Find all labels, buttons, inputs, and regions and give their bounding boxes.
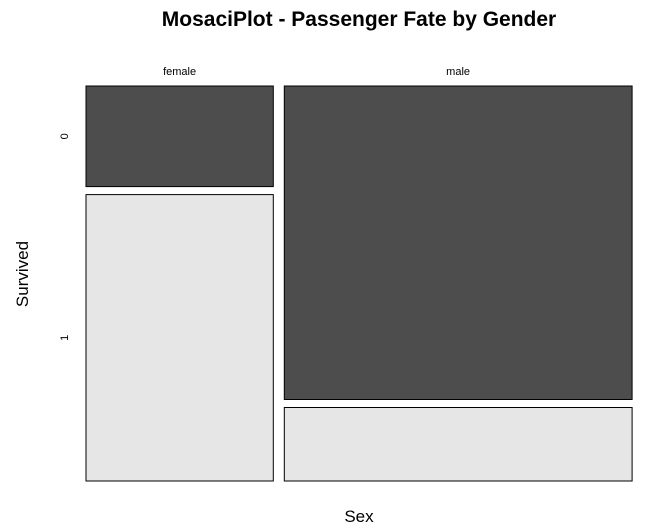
x-tick-labels: female male	[163, 66, 470, 78]
y-tick-label-1: 1	[59, 335, 71, 341]
tile-female-0	[85, 85, 274, 188]
x-tick-label-female: female	[163, 66, 196, 78]
x-tick-label-male: male	[446, 66, 470, 78]
mosaic-tiles	[85, 85, 633, 482]
chart-title: MosaciPlot - Passenger Fate by Gender	[162, 8, 556, 31]
y-tick-label-0: 0	[59, 133, 71, 139]
tile-male-1	[283, 407, 633, 482]
y-tick-labels: 01	[59, 133, 71, 341]
x-axis-title: Sex	[344, 507, 374, 526]
y-axis-title: Survived	[13, 241, 32, 307]
tile-male-0	[283, 85, 633, 400]
tile-female-1	[85, 194, 274, 482]
